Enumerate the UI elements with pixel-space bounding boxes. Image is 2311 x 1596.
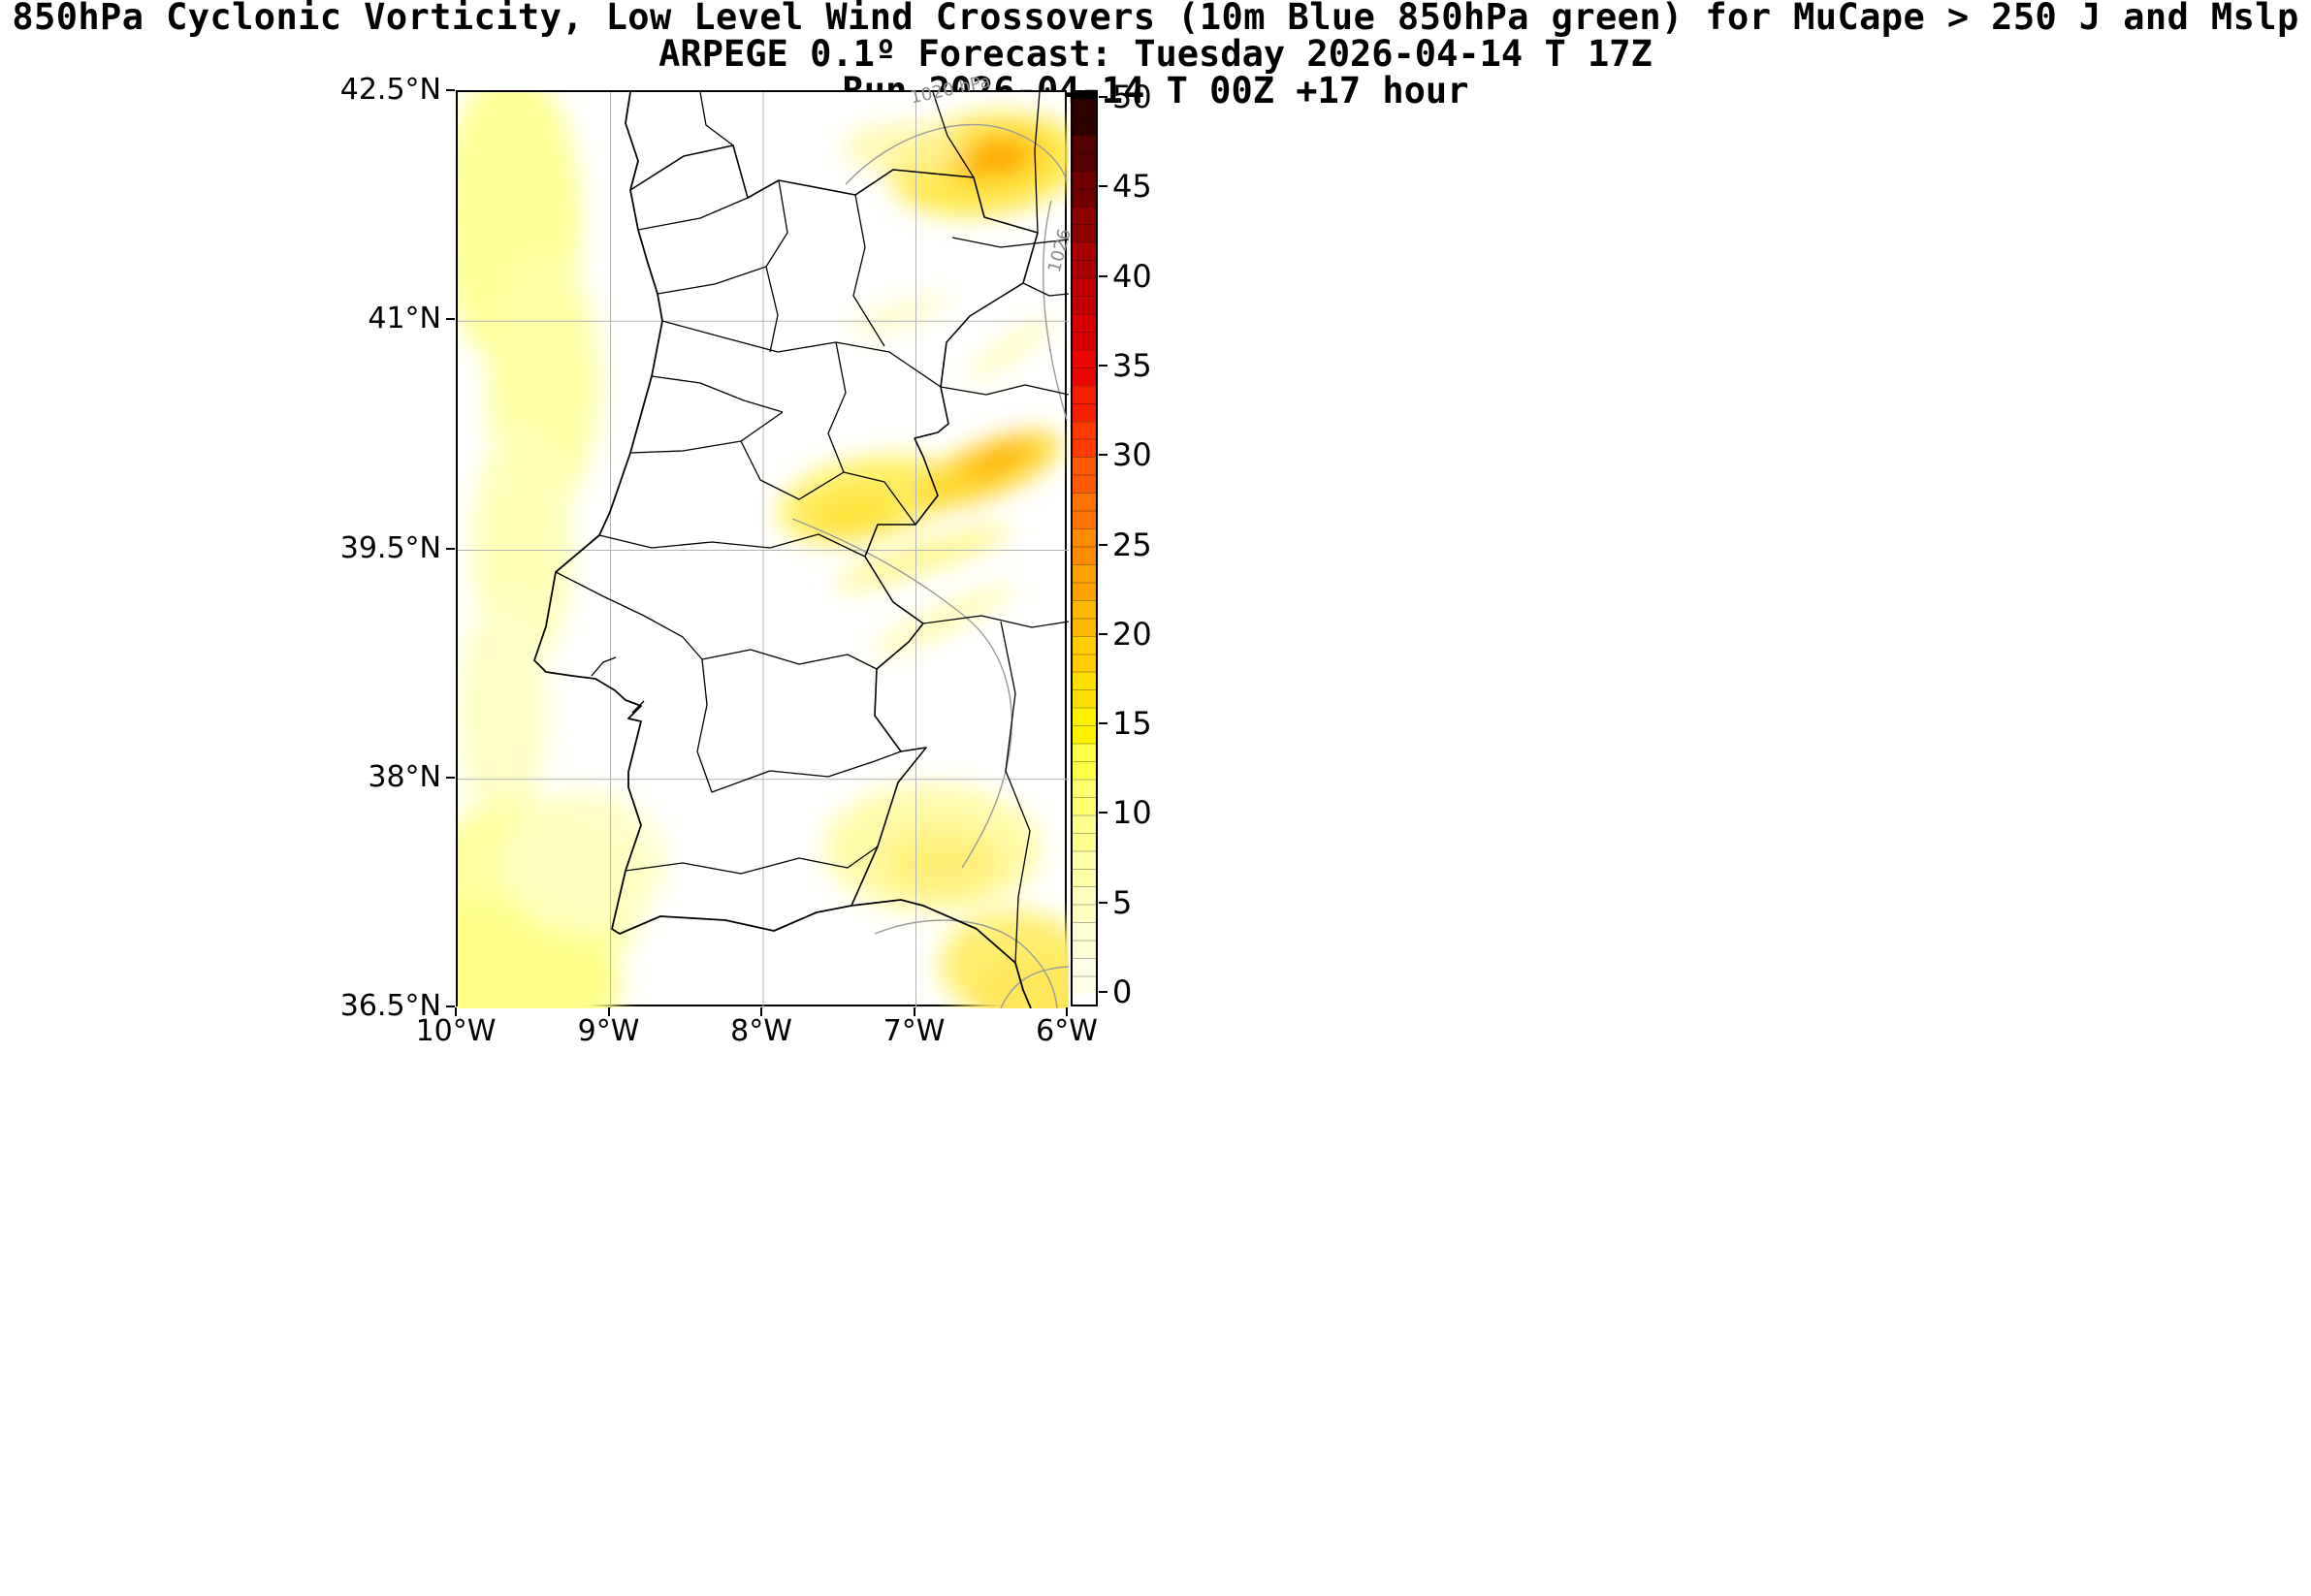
colorbar-segment (1073, 313, 1096, 350)
colorbar-tick-mark (1099, 454, 1107, 457)
map-svg (458, 92, 1069, 1008)
colorbar-tick-label: 5 (1112, 883, 1133, 921)
colorbar-segment (1073, 528, 1096, 564)
colorbar-segment (1073, 922, 1096, 959)
colorbar-segment (1073, 707, 1096, 744)
colorbar-segment (1073, 779, 1096, 815)
x-axis-tick-mark (455, 1007, 457, 1016)
x-axis-tick-label: 8°W (730, 1014, 792, 1048)
colorbar-tick-mark (1099, 722, 1107, 725)
colorbar-segment (1073, 635, 1096, 672)
vorticity-shading (458, 92, 1069, 1008)
model-forecast-title: ARPEGE 0.1º Forecast: Tuesday 2026-04-14… (658, 33, 1653, 75)
colorbar-segment (1073, 493, 1096, 529)
x-axis-tick-mark (1066, 1007, 1068, 1016)
colorbar-tick-label: 25 (1112, 526, 1152, 563)
colorbar-segment (1073, 134, 1096, 171)
colorbar-segment (1073, 457, 1096, 494)
y-axis-tick-label: 39.5°N (339, 530, 441, 565)
colorbar-segment (1073, 850, 1096, 887)
colorbar-segment (1073, 814, 1096, 851)
y-axis-tick-mark (446, 547, 455, 550)
x-axis-tick-label: 6°W (1036, 1014, 1098, 1048)
colorbar-segment (1073, 349, 1096, 386)
colorbar-segment (1073, 241, 1096, 278)
colorbar-segment (1073, 994, 1096, 1005)
colorbar-tick-mark (1099, 812, 1107, 814)
figure-suptitle: 850hPa Cyclonic Vorticity, Low Level Win… (12, 0, 2299, 38)
grid-lines (458, 92, 1069, 1008)
x-axis-tick-mark (760, 1007, 762, 1016)
colorbar-segment (1073, 671, 1096, 708)
colorbar-tick-label: 45 (1112, 168, 1152, 206)
colorbar-tick-mark (1099, 364, 1107, 367)
colorbar-segment (1073, 170, 1096, 207)
colorbar-tick-mark (1099, 543, 1107, 546)
colorbar-tick-label: 15 (1112, 705, 1152, 743)
x-axis-tick-label: 9°W (577, 1014, 640, 1048)
colorbar-tick-mark (1099, 185, 1107, 188)
colorbar-segment (1073, 599, 1096, 636)
colorbar-level-lines (1073, 99, 1096, 994)
x-axis-tick-label: 10°W (415, 1014, 497, 1048)
colorbar-segment (1073, 563, 1096, 600)
y-axis-tick-label: 36.5°N (339, 989, 441, 1023)
colorbar-segment (1073, 206, 1096, 242)
colorbar-segment (1073, 886, 1096, 923)
colorbar-segment (1073, 385, 1096, 422)
colorbar-tick-mark (1099, 991, 1107, 993)
colorbar-tick-label: 0 (1112, 974, 1133, 1010)
map-plot (456, 90, 1069, 1008)
y-axis-tick-label: 38°N (368, 759, 441, 794)
colorbar-tick-label: 30 (1112, 436, 1152, 474)
coastline (533, 92, 1032, 1008)
mslp-contours (791, 123, 1069, 1008)
x-axis-tick-mark (607, 1007, 610, 1016)
colorbar-tick-label: 10 (1112, 794, 1152, 832)
colorbar-segment (1073, 958, 1096, 994)
colorbar-segment (1073, 743, 1096, 780)
y-axis-tick-mark (446, 89, 455, 91)
colorbar-segment (1073, 99, 1096, 135)
spain-portugal-border (629, 144, 1039, 907)
colorbar-tick-mark (1099, 632, 1107, 635)
colorbar-tick-label: 50 (1112, 79, 1152, 115)
y-axis-tick-mark (446, 776, 455, 779)
colorbar-tick-mark (1099, 274, 1107, 277)
x-axis-tick-mark (913, 1007, 915, 1016)
x-axis-tick-label: 7°W (883, 1014, 946, 1048)
colorbar-segment (1073, 421, 1096, 458)
y-axis-tick-label: 42.5°N (339, 73, 441, 107)
y-axis-tick-mark (446, 1005, 455, 1007)
district-boundaries (555, 92, 1069, 964)
colorbar (1071, 90, 1098, 1006)
colorbar-tick-mark (1099, 901, 1107, 904)
y-axis-tick-label: 41°N (368, 302, 441, 336)
colorbar-tick-label: 40 (1112, 257, 1152, 295)
colorbar-tick-mark (1099, 96, 1107, 98)
colorbar-tick-label: 20 (1112, 615, 1152, 653)
colorbar-tick-label: 35 (1112, 346, 1152, 384)
colorbar-segment (1073, 92, 1096, 99)
colorbar-segment (1073, 277, 1096, 314)
y-axis-tick-mark (446, 318, 455, 321)
